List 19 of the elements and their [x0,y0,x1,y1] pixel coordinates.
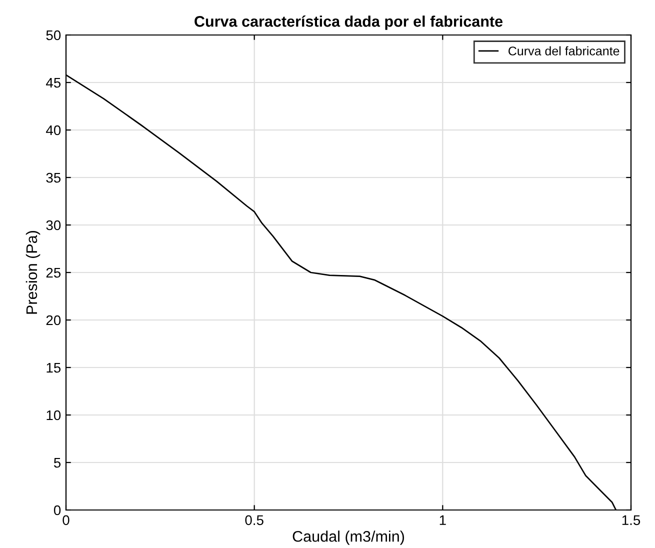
y-tick-label: 15 [46,362,61,373]
chart-title: Curva característica dada por el fabricante [194,15,503,30]
x-tick-label: 1 [440,515,446,525]
y-tick-label: 10 [46,410,61,420]
y-tick-label: 40 [46,125,61,136]
y-tick-label: 30 [46,220,61,230]
x-tick-label: 0.5 [245,515,264,526]
y-tick-label: 0 [54,505,61,516]
y-tick-label: 50 [46,30,61,40]
y-tick-label: 45 [46,78,61,88]
x-axis-title: Caudal (m3/min) [292,530,404,545]
y-tick-label: 5 [54,458,61,468]
legend-label: Curva del fabricante [508,46,620,56]
y-axis-title: Presion (Pa) [26,230,40,314]
y-tick-label: 35 [46,172,61,183]
y-tick-label: 20 [46,315,61,326]
x-tick-label: 0 [62,515,70,526]
y-tick-label: 25 [46,268,61,278]
x-tick-label: 1.5 [622,515,640,526]
